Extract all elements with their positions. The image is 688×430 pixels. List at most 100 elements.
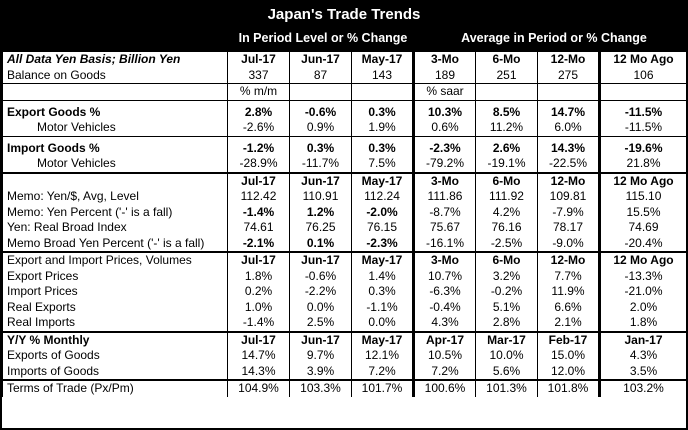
table-cell: 101.8% (537, 379, 600, 397)
table-cell: -19.6% (598, 140, 687, 156)
table-cell: 78.17 (537, 220, 600, 236)
table-cell: 112.42 (227, 189, 290, 205)
table-row (2, 135, 687, 141)
table-cell: 12.0% (537, 363, 600, 380)
table-cell (598, 83, 687, 100)
table-cell: 15.0% (537, 348, 600, 364)
table-cell: -16.1% (412, 235, 476, 252)
table-cell: 189 (412, 67, 476, 84)
row-label: Import Goods % (2, 140, 228, 156)
table-cell: 2.8% (475, 315, 538, 332)
table-cell: 251 (475, 67, 538, 84)
table-cell: May-17 (351, 251, 414, 269)
table-cell: 10.0% (475, 348, 538, 364)
table-cell: 74.61 (227, 220, 290, 236)
table-cell: 14.3% (537, 140, 600, 156)
table-cell (475, 83, 538, 100)
table-row: Balance on Goods 337 87 143 189 251 275 106 (2, 67, 687, 84)
table-cell: -7.9% (537, 204, 600, 220)
table-cell: Jun-17 (289, 330, 352, 348)
table-row: Motor Vehicles -28.9% -11.7% 7.5% -79.2% -19.… (2, 156, 687, 173)
table-cell: Jul-17 (227, 330, 290, 348)
table-cell: 101.7% (351, 379, 414, 397)
table-cell: -2.3% (351, 235, 414, 252)
table-row: Import Prices 0.2% -2.2% 0.3% -6.3% -0.2% 11.9… (2, 284, 687, 300)
table-cell: % m/m (227, 83, 290, 100)
table-cell: 1.8% (227, 268, 290, 284)
trade-data-table: All Data Yen Basis; Billion Yen Jul-17 Jun… (2, 50, 687, 397)
table-row: All Data Yen Basis; Billion Yen Jul-17 Jun… (2, 50, 687, 68)
table-cell: 6-Mo (475, 251, 538, 269)
table-row: Real Exports 1.0% 0.0% -1.1% -0.4% 5.1% 6.6% 2.… (2, 299, 687, 315)
table-cell: 111.86 (412, 189, 476, 205)
table-cell: 0.3% (289, 140, 352, 156)
row-label: Memo Broad Yen Percent ('-' is a fall) (2, 235, 228, 252)
table-cell: -21.0% (598, 284, 687, 300)
table-cell: 15.5% (598, 204, 687, 220)
table-cell: -22.5% (537, 156, 600, 173)
table-cell: -2.1% (227, 235, 290, 252)
row-label: Exports of Goods (2, 348, 228, 364)
table-cell: 3.9% (289, 363, 352, 380)
table-cell: 2.0% (598, 299, 687, 315)
table-row: Export Goods % 2.8% -0.6% 0.3% 10.3% 8.5% 14.7… (2, 104, 687, 120)
table-row: Jul-17 Jun-17 May-17 3-Mo 6-Mo 12-Mo 12 Mo Ago (2, 171, 687, 189)
table-cell: 109.81 (537, 189, 600, 205)
table-cell: 7.2% (351, 363, 414, 380)
table-cell: May-17 (351, 330, 414, 348)
table-cell: 112.24 (351, 189, 414, 205)
table-cell: -20.4% (598, 235, 687, 252)
table-cell: -11.5% (598, 104, 687, 120)
table-cell: Apr-17 (412, 330, 476, 348)
table-cell: 2.8% (227, 104, 290, 120)
row-label: Real Imports (2, 315, 228, 332)
table-cell: 2.5% (289, 315, 352, 332)
table-cell: 110.91 (289, 189, 352, 205)
table-cell: 0.9% (289, 120, 352, 136)
table-cell: 337 (227, 67, 290, 84)
table-cell: 0.3% (351, 104, 414, 120)
table-cell: -0.4% (412, 299, 476, 315)
table-cell: 1.2% (289, 204, 352, 220)
table-cell: 106 (598, 67, 687, 84)
table-row: Memo: Yen Percent ('-' is a fall) -1.4% 1.… (2, 204, 687, 220)
table-cell: -79.2% (412, 156, 476, 173)
table-cell: 4.3% (412, 315, 476, 332)
table-cell: -2.0% (351, 204, 414, 220)
table-cell: 12 Mo Ago (598, 251, 687, 269)
table-cell: 7.2% (412, 363, 476, 380)
table-cell: 111.92 (475, 189, 538, 205)
table-cell: 1.4% (351, 268, 414, 284)
table-cell: 115.10 (598, 189, 687, 205)
table-cell: 3-Mo (412, 171, 476, 189)
table-cell: May-17 (351, 171, 414, 189)
row-label: Motor Vehicles (2, 156, 228, 173)
table-cell (598, 135, 687, 141)
table-cell: 0.6% (412, 120, 476, 136)
table-cell: -1.4% (227, 204, 290, 220)
table-cell: 6.0% (537, 120, 600, 136)
row-label (2, 171, 228, 189)
table-row: Exports of Goods 14.7% 9.7% 12.1% 10.5% 10.0%… (2, 348, 687, 364)
table-cell: -0.2% (475, 284, 538, 300)
row-label: Motor Vehicles (2, 120, 228, 136)
row-label: Export Goods % (2, 104, 228, 120)
table-row: Motor Vehicles -2.6% 0.9% 1.9% 0.6% 11.2% 6.0%… (2, 120, 687, 136)
table-cell: -6.3% (412, 284, 476, 300)
table-cell: 2.6% (475, 140, 538, 156)
table-cell: 104.9% (227, 379, 290, 397)
table-cell: 0.3% (351, 140, 414, 156)
table-cell: 12 Mo Ago (598, 171, 687, 189)
table-cell: 143 (351, 67, 414, 84)
table-cell: Jul-17 (227, 251, 290, 269)
table-cell: -11.5% (598, 120, 687, 136)
header-in-period: In Period Level or % Change (238, 31, 408, 45)
table-cell: Jul-17 (227, 171, 290, 189)
table-cell: 1.0% (227, 299, 290, 315)
row-label: Yen: Real Broad Index (2, 220, 228, 236)
row-label: All Data Yen Basis; Billion Yen (2, 50, 228, 68)
table-cell: -28.9% (227, 156, 290, 173)
table-row: Imports of Goods 14.3% 3.9% 7.2% 7.2% 5.6% 12.… (2, 363, 687, 380)
table-cell: 101.3% (475, 379, 538, 397)
